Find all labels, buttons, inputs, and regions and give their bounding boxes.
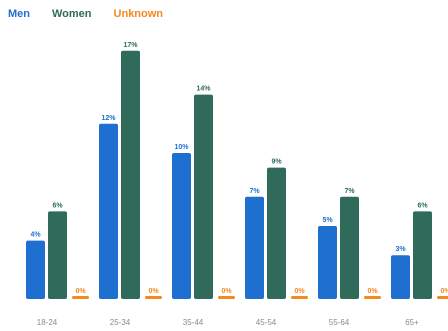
women-bar (267, 167, 286, 299)
unknown-bar (364, 296, 381, 299)
unknown-value-label: 0% (367, 288, 378, 295)
x-tick-label: 18-24 (37, 318, 58, 327)
women-bar (413, 211, 432, 299)
women-value-label: 17% (123, 42, 138, 49)
unknown-value-label: 0% (221, 288, 232, 295)
men-bar (99, 123, 118, 299)
unknown-value-label: 0% (75, 288, 86, 295)
x-tick-label: 55-64 (329, 318, 350, 327)
legend-men: Men (8, 8, 30, 20)
x-tick-label: 65+ (405, 318, 419, 327)
men-bar (245, 196, 264, 299)
women-bar (48, 211, 67, 299)
unknown-bar (145, 296, 162, 299)
legend-women: Women (52, 8, 92, 20)
women-value-label: 9% (271, 159, 282, 166)
unknown-value-label: 0% (440, 288, 448, 295)
x-tick-label: 35-44 (183, 318, 204, 327)
men-value-label: 3% (395, 246, 406, 253)
women-bar (340, 196, 359, 299)
women-bar (121, 50, 140, 299)
legend-unknown: Unknown (113, 8, 164, 20)
women-value-label: 6% (417, 202, 428, 209)
men-value-label: 4% (30, 232, 41, 239)
men-value-label: 10% (174, 144, 189, 151)
women-value-label: 14% (196, 86, 211, 93)
men-value-label: 12% (101, 115, 116, 122)
unknown-bar (218, 296, 235, 299)
men-bar (318, 226, 337, 299)
women-value-label: 7% (344, 188, 355, 195)
unknown-bar (72, 296, 89, 299)
men-value-label: 7% (249, 188, 260, 195)
women-value-label: 6% (52, 202, 63, 209)
x-tick-label: 45-54 (256, 318, 277, 327)
men-value-label: 5% (322, 217, 333, 224)
men-bar (172, 153, 191, 299)
men-bar (391, 255, 410, 299)
unknown-bar (291, 296, 308, 299)
chart-legend: Men Women Unknown (8, 8, 163, 20)
x-tick-label: 25-34 (110, 318, 131, 327)
unknown-value-label: 0% (148, 288, 159, 295)
unknown-value-label: 0% (294, 288, 305, 295)
unknown-bar (437, 296, 448, 299)
men-bar (26, 240, 45, 299)
women-bar (194, 94, 213, 299)
